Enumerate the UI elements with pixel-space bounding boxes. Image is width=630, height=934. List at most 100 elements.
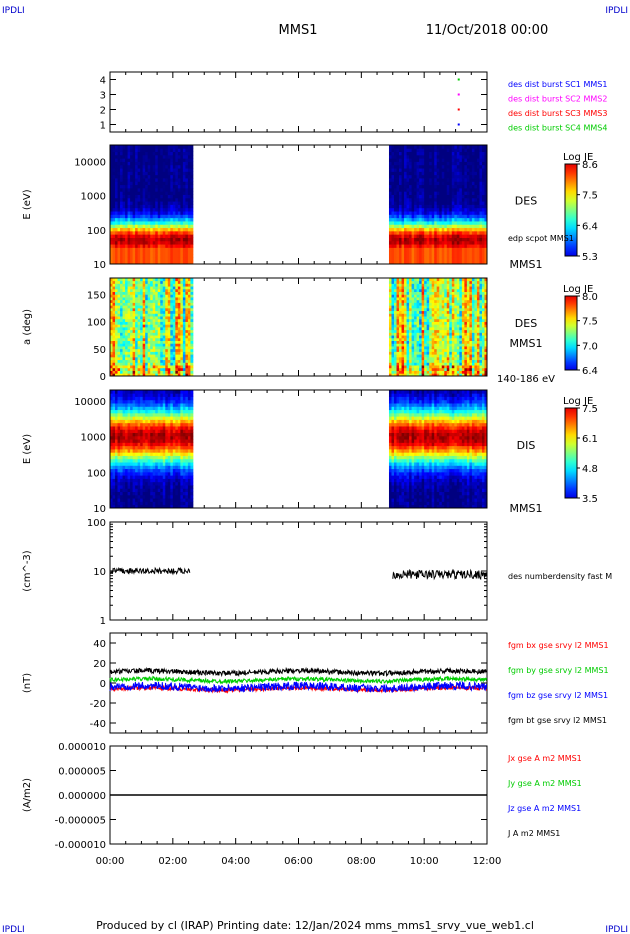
heatmap-cell bbox=[125, 181, 128, 186]
heatmap-cell bbox=[145, 329, 149, 333]
heatmap-cell bbox=[137, 329, 141, 333]
heatmap-cell bbox=[388, 168, 392, 172]
heatmap-cell bbox=[436, 354, 440, 358]
heatmap-cell bbox=[115, 184, 118, 189]
heatmap-cell bbox=[155, 302, 159, 306]
heatmap-cell bbox=[137, 332, 141, 336]
heatmap-cell bbox=[135, 207, 139, 212]
heatmap-cell bbox=[177, 370, 181, 374]
heatmap-cell bbox=[441, 214, 445, 219]
heatmap-cell bbox=[434, 217, 438, 222]
heatmap-cell bbox=[157, 174, 161, 179]
heatmap-cell bbox=[406, 329, 410, 333]
heatmap-cell bbox=[135, 227, 139, 232]
heatmap-cell bbox=[117, 291, 121, 295]
heatmap-cell bbox=[409, 294, 412, 298]
heatmap-cell bbox=[140, 154, 144, 159]
heatmap-cell bbox=[449, 359, 453, 363]
heatmap-cell bbox=[140, 302, 144, 306]
heatmap-cell bbox=[436, 291, 440, 295]
heatmap-cell bbox=[170, 370, 174, 374]
heatmap-cell bbox=[436, 318, 440, 322]
heatmap-cell bbox=[421, 359, 425, 363]
heatmap-cell bbox=[396, 340, 400, 344]
heatmap-cell bbox=[190, 244, 194, 248]
heatmap-cell bbox=[177, 244, 181, 248]
heatmap-cell bbox=[459, 204, 463, 209]
heatmap-cell bbox=[456, 211, 460, 215]
heatmap-cell bbox=[127, 288, 131, 293]
heatmap-cell bbox=[117, 145, 121, 149]
heatmap-cell bbox=[391, 154, 395, 159]
heatmap-cell bbox=[172, 254, 176, 258]
heatmap-cell bbox=[125, 351, 128, 355]
heatmap-cell bbox=[401, 365, 405, 369]
heatmap-cell bbox=[441, 367, 445, 371]
heatmap-cell bbox=[414, 164, 418, 169]
heatmap-cell bbox=[431, 171, 435, 176]
heatmap-cell bbox=[444, 151, 448, 156]
heatmap-cell bbox=[409, 305, 412, 309]
heatmap-cell bbox=[150, 365, 154, 369]
heatmap-cell bbox=[137, 307, 141, 312]
heatmap-cell bbox=[175, 291, 179, 295]
heatmap-cell bbox=[162, 299, 166, 303]
heatmap-cell bbox=[145, 164, 149, 169]
heatmap-cell bbox=[172, 244, 176, 248]
heatmap-cell bbox=[112, 151, 116, 156]
heatmap-cell bbox=[165, 250, 169, 255]
heatmap-cell bbox=[162, 321, 166, 325]
heatmap-cell bbox=[411, 217, 415, 222]
heatmap-cell bbox=[112, 244, 116, 248]
heatmap-cell bbox=[112, 356, 116, 361]
heatmap-cell bbox=[419, 181, 423, 186]
heatmap-cell bbox=[112, 148, 116, 153]
heatmap-cell bbox=[461, 171, 465, 176]
heatmap-cell bbox=[391, 305, 395, 309]
heatmap-cell bbox=[187, 171, 191, 176]
heatmap-cell bbox=[454, 161, 458, 166]
heatmap-cell bbox=[456, 221, 460, 225]
heatmap-cell bbox=[157, 307, 161, 312]
heatmap-cell bbox=[474, 197, 478, 202]
heatmap-cell bbox=[431, 340, 435, 344]
heatmap-cell bbox=[172, 291, 176, 295]
heatmap-cell bbox=[414, 174, 418, 179]
heatmap-cell bbox=[187, 197, 191, 202]
heatmap-cell bbox=[461, 151, 465, 156]
heatmap-cell bbox=[155, 171, 159, 176]
heatmap-cell bbox=[177, 313, 181, 317]
heatmap-cell bbox=[421, 197, 425, 202]
heatmap-cell bbox=[185, 197, 189, 202]
heatmap-cell bbox=[396, 329, 400, 333]
heatmap-cell bbox=[431, 257, 435, 262]
heatmap-cell bbox=[436, 346, 440, 350]
heatmap-cell bbox=[142, 181, 146, 186]
heatmap-cell bbox=[399, 294, 402, 298]
heatmap-cell bbox=[115, 168, 118, 172]
heatmap-cell bbox=[180, 329, 184, 333]
heatmap-cell bbox=[429, 145, 433, 149]
heatmap-cell bbox=[404, 247, 407, 252]
heatmap-cell bbox=[419, 337, 423, 342]
heatmap-cell bbox=[182, 351, 186, 355]
heatmap-cell bbox=[187, 370, 191, 374]
heatmap-cell bbox=[140, 318, 144, 322]
heatmap-cell bbox=[406, 321, 410, 325]
corner-label-right: IPDLI bbox=[605, 6, 628, 16]
heatmap-cell bbox=[157, 310, 161, 314]
heatmap-cell bbox=[157, 151, 161, 156]
heatmap-cell bbox=[175, 310, 179, 314]
heatmap-cell bbox=[399, 178, 402, 182]
heatmap-cell bbox=[145, 337, 149, 342]
heatmap-cell bbox=[449, 343, 453, 347]
heatmap-cell bbox=[162, 171, 166, 176]
heatmap-cell bbox=[446, 356, 450, 361]
heatmap-cell bbox=[155, 237, 159, 242]
heatmap-cell bbox=[125, 321, 128, 325]
heatmap-cell bbox=[172, 310, 176, 314]
heatmap-cell bbox=[135, 260, 139, 265]
heatmap-cell bbox=[394, 299, 397, 303]
heatmap-cell bbox=[399, 254, 402, 258]
heatmap-cell bbox=[110, 178, 113, 182]
